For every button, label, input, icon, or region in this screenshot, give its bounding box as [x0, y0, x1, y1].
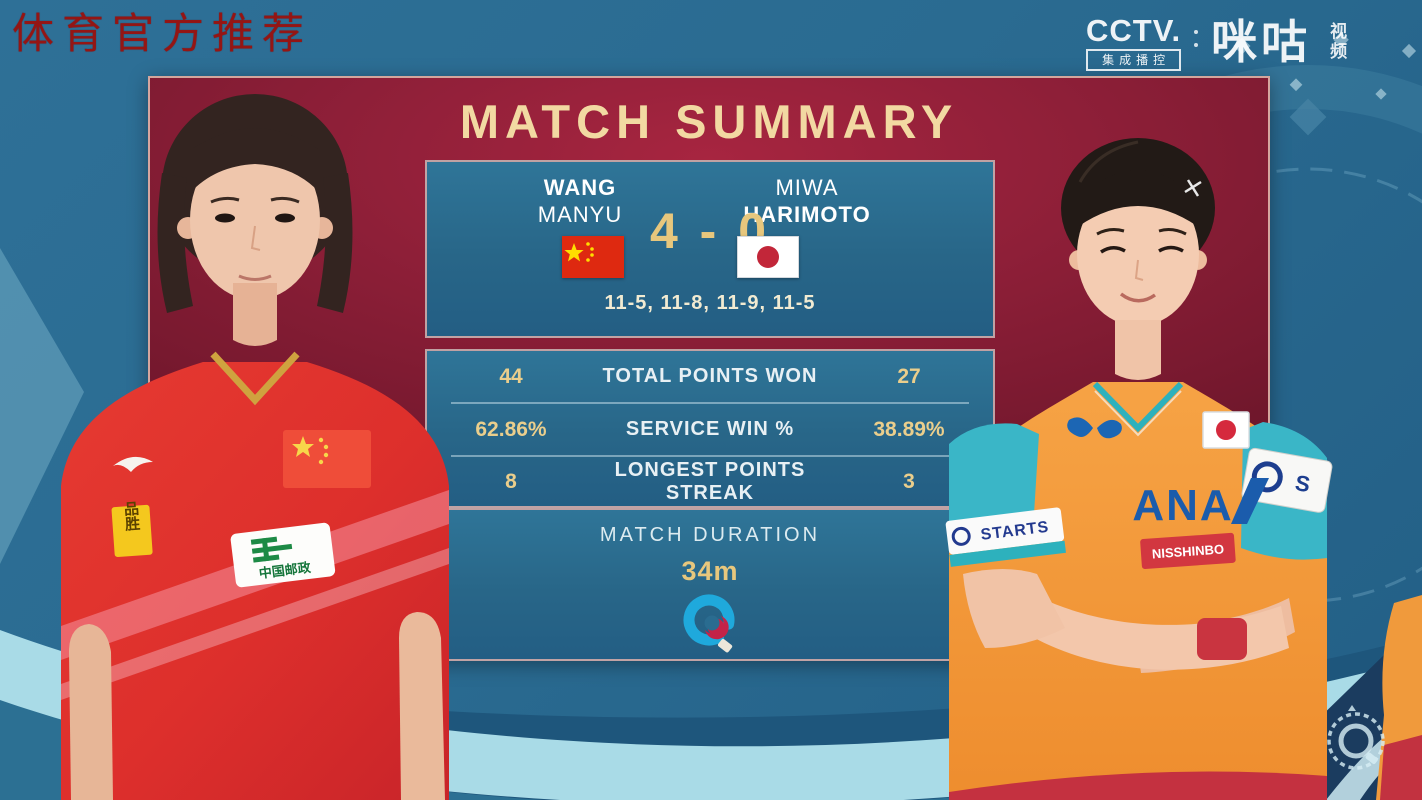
stat-row-service-win: 62.86% SERVICE WIN % 38.89%	[427, 404, 993, 455]
cctv-logo-subtext: 集成播控	[1086, 49, 1182, 71]
lining-logo-icon	[113, 456, 153, 472]
duration-value: 34m	[681, 556, 739, 586]
stat-p1-value: 44	[499, 364, 523, 388]
left-wedge	[0, 248, 84, 564]
sponsor-patch-nisshinbo: NISSHINBO	[1140, 532, 1236, 569]
player1-first-name: WANG	[543, 175, 617, 200]
wristband	[1197, 618, 1247, 660]
player2-name: MIWA HARIMOTO	[689, 174, 925, 228]
stat-row-total-points: 44 TOTAL POINTS WON 27	[427, 351, 993, 402]
svg-text:NISSHINBO: NISSHINBO	[1151, 541, 1224, 561]
player1-last-name: MANYU	[537, 202, 623, 227]
stat-label: SERVICE WIN %	[625, 418, 795, 440]
stat-row-longest-streak: 8 LONGEST POINTS STREAK 3	[427, 456, 993, 507]
butterfly-logo-icon	[1067, 417, 1122, 439]
player2-last-name: HARIMOTO	[743, 202, 871, 227]
svg-text:品胜: 品胜	[121, 500, 140, 532]
svg-text:S: S	[1293, 470, 1312, 497]
cctv-logo-text: CCTV.	[1086, 13, 1182, 48]
duration-label: MATCH DURATION	[599, 524, 821, 546]
sponsor-patch-starts: STARTS	[945, 507, 1066, 567]
event-emblem-icon	[1327, 705, 1385, 770]
duration-card: MATCH DURATION 34m	[425, 508, 995, 661]
svg-text:中国邮政: 中国邮政	[258, 560, 312, 581]
face	[190, 140, 320, 300]
player-photo-right: STARTS S ANA NISSHINBO	[945, 138, 1333, 800]
shorts	[949, 771, 1327, 800]
sleeve-badge: S	[1241, 447, 1333, 513]
game-scores: 11-5, 11-8, 11-9, 11-5	[604, 292, 816, 314]
migu-logo-text: 咪咕	[1211, 16, 1312, 68]
page-title: MATCH SUMMARY	[459, 95, 959, 148]
divider	[451, 455, 969, 457]
divider	[451, 402, 969, 404]
cctv-logo: CCTV. 集成播控	[1086, 13, 1182, 71]
stat-p2-value: 27	[897, 364, 921, 388]
score-card: WANG MANYU MIWA HARIMOTO 4 - 0 11-5, 11-…	[425, 160, 995, 338]
stats-card: 44 TOTAL POINTS WON 27 62.86% SERVICE WI…	[425, 349, 995, 508]
jersey-orange	[949, 382, 1327, 800]
corner-figure	[1376, 595, 1422, 800]
stat-label: TOTAL POINTS WON	[602, 365, 818, 387]
stat-p2-value: 38.89%	[873, 417, 945, 441]
sponsor-patch-pinsheng: 品胜	[111, 500, 153, 557]
gold-collar	[210, 351, 300, 406]
player1-name: WANG MANYU	[455, 174, 705, 228]
match-score: 4 - 0	[649, 203, 771, 259]
stat-p2-value: 3	[903, 469, 915, 493]
event-q-logo	[683, 594, 735, 653]
hairpin	[1184, 179, 1202, 197]
japan-flag-icon	[737, 236, 799, 278]
china-flag-icon	[562, 236, 624, 278]
stat-p1-value: 8	[505, 469, 517, 493]
tv-watermark: 体育官方推荐	[12, 9, 313, 58]
broadcaster-logos: CCTV. 集成播控 咪咕 视频	[1086, 13, 1349, 71]
arm	[69, 624, 113, 800]
arm	[399, 612, 445, 800]
ana-logo: ANA	[1132, 478, 1269, 530]
player2-first-name: MIWA	[775, 175, 839, 200]
japan-flag-patch	[1202, 411, 1250, 449]
player-photo-left: 品胜 中国邮政	[61, 94, 449, 800]
svg-text:ANA: ANA	[1132, 481, 1233, 530]
stat-p1-value: 62.86%	[475, 417, 547, 441]
face	[1077, 182, 1199, 326]
stat-label: LONGEST POINTS STREAK	[614, 458, 806, 504]
sponsor-patch-chinapost: 中国邮政	[230, 522, 336, 588]
migu-logo-subtext: 视频	[1327, 22, 1347, 62]
logo-separator	[1194, 30, 1199, 47]
jersey-flag-print	[283, 430, 371, 488]
